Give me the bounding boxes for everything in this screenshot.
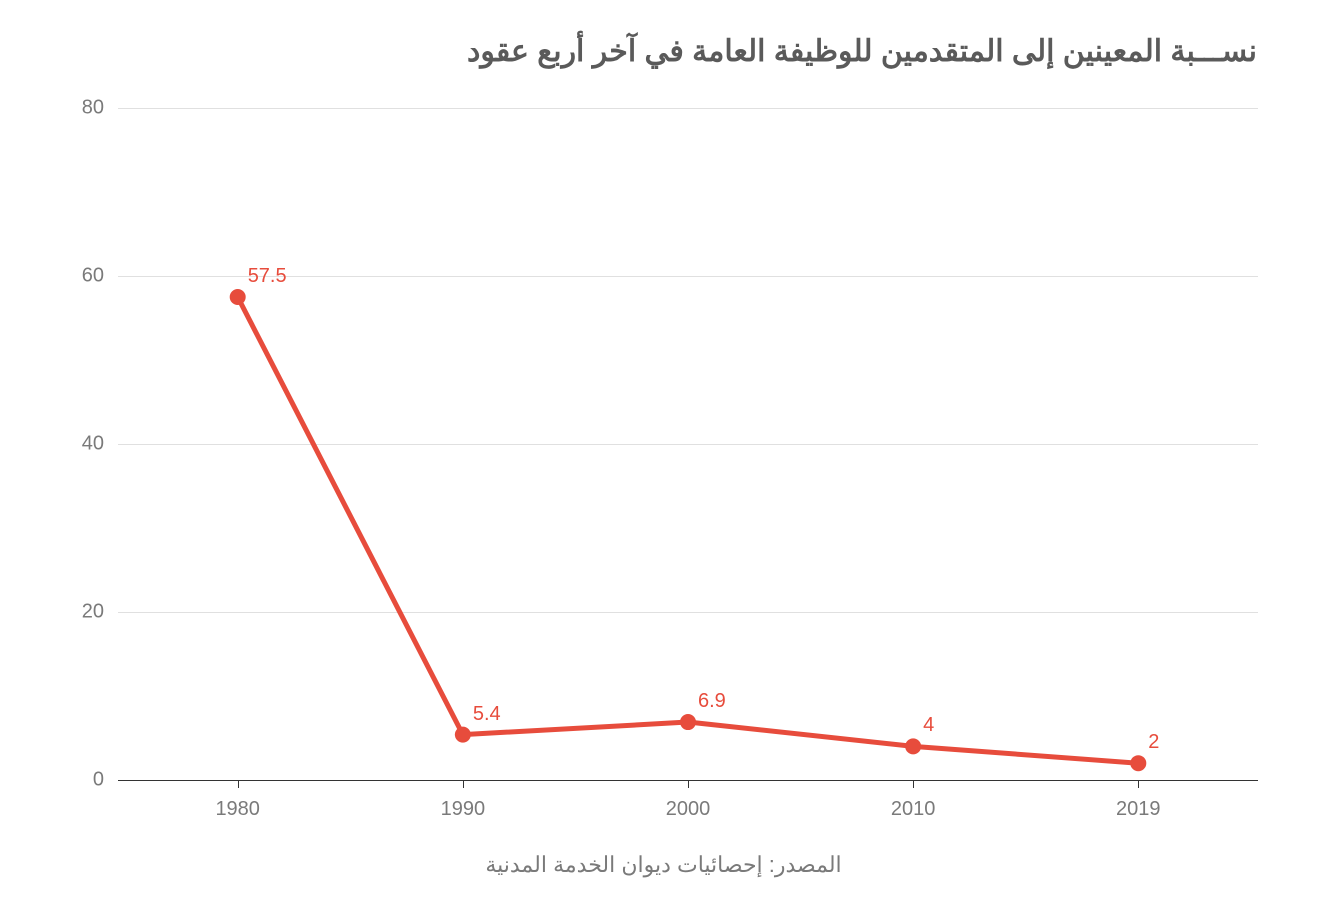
data-label: 57.5: [248, 265, 287, 288]
line-series: [118, 108, 1258, 780]
data-label: 5.4: [473, 703, 501, 726]
y-tick-label: 80: [82, 97, 104, 120]
x-tick-label: 2010: [891, 798, 936, 821]
series-marker: [1130, 755, 1146, 771]
chart-source: المصدر: إحصائيات ديوان الخدمة المدنية: [0, 852, 1327, 878]
series-marker: [455, 727, 471, 743]
x-tick-label: 1980: [215, 798, 260, 821]
y-tick-label: 60: [82, 265, 104, 288]
x-tick-label: 1990: [441, 798, 486, 821]
data-label: 4: [923, 714, 934, 737]
x-tick-mark: [463, 780, 464, 788]
y-tick-label: 40: [82, 433, 104, 456]
y-tick-label: 0: [93, 769, 104, 792]
data-label: 6.9: [698, 690, 726, 713]
x-tick-label: 2000: [666, 798, 711, 821]
y-tick-label: 20: [82, 601, 104, 624]
series-marker: [680, 714, 696, 730]
chart-container: نســـبة المعينين إلى المتقدمين للوظيفة ا…: [0, 0, 1327, 918]
x-tick-mark: [913, 780, 914, 788]
data-label: 2: [1148, 731, 1159, 754]
series-marker: [905, 738, 921, 754]
series-line: [238, 297, 1139, 763]
chart-title: نســـبة المعينين إلى المتقدمين للوظيفة ا…: [0, 34, 1257, 69]
series-marker: [230, 289, 246, 305]
x-tick-label: 2019: [1116, 798, 1161, 821]
plot-area: 0204060801980199020002010201957.55.46.94…: [118, 108, 1258, 780]
x-tick-mark: [688, 780, 689, 788]
x-tick-mark: [238, 780, 239, 788]
x-tick-mark: [1138, 780, 1139, 788]
